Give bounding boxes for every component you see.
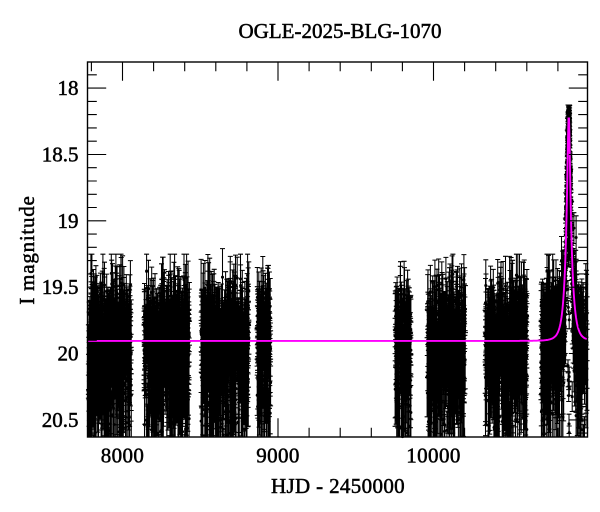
svg-text:20: 20 <box>58 342 79 366</box>
svg-text:18: 18 <box>58 76 79 100</box>
svg-text:OGLE-2025-BLG-1070: OGLE-2025-BLG-1070 <box>239 19 442 43</box>
svg-text:I magnitude: I magnitude <box>15 195 39 304</box>
svg-text:20.5: 20.5 <box>42 408 79 432</box>
svg-text:19.5: 19.5 <box>42 275 79 299</box>
svg-text:18.5: 18.5 <box>42 142 79 166</box>
svg-text:9000: 9000 <box>256 444 300 468</box>
svg-text:19: 19 <box>58 209 79 233</box>
svg-text:8000: 8000 <box>101 444 145 468</box>
svg-text:HJD - 2450000: HJD - 2450000 <box>271 474 405 498</box>
svg-text:10000: 10000 <box>406 444 461 468</box>
